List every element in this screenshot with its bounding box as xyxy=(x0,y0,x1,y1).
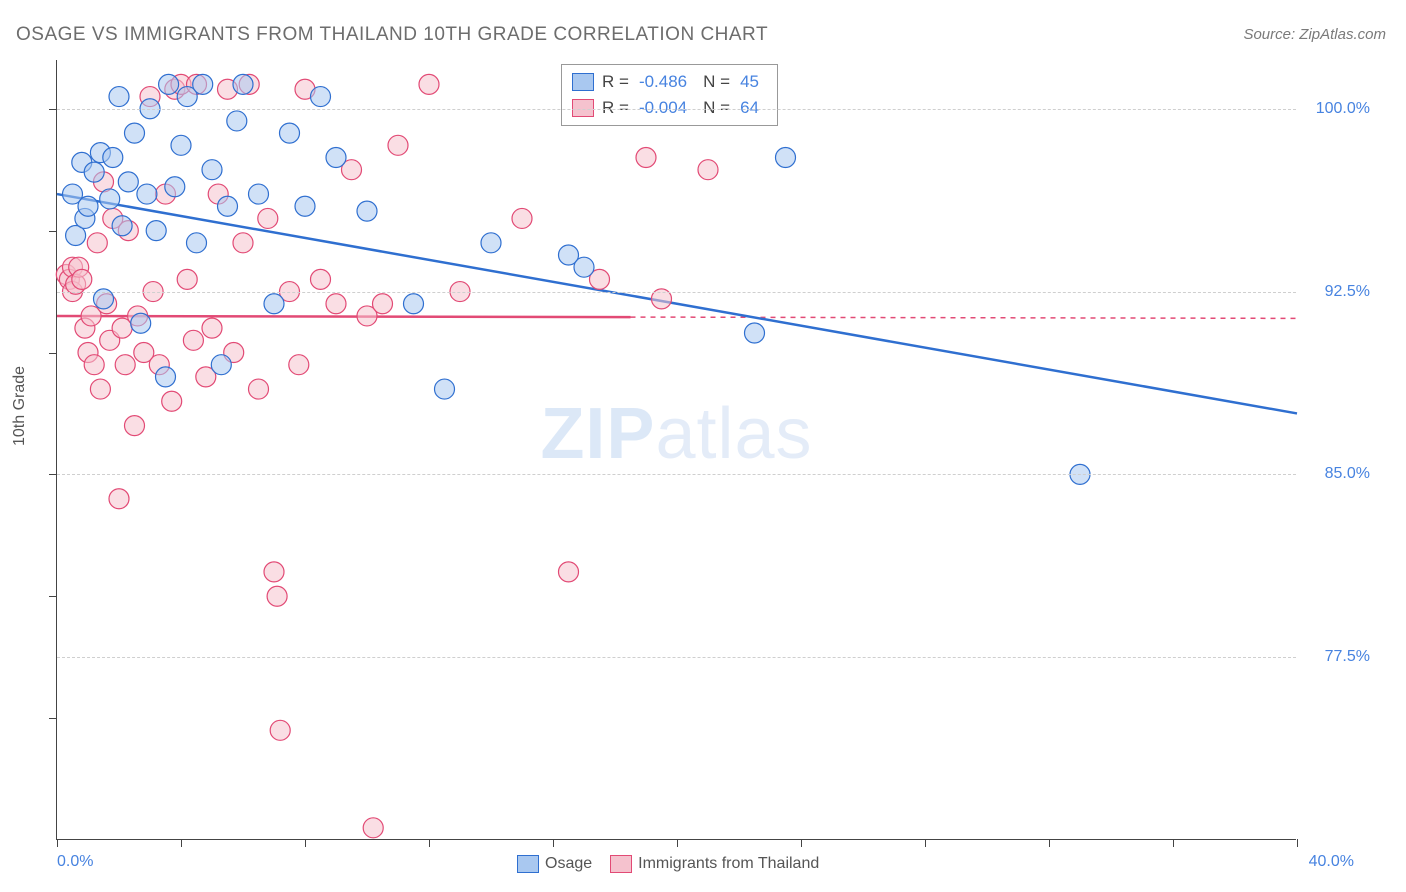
legend-row-osage: R = -0.486 N = 45 xyxy=(572,69,767,95)
data-point xyxy=(109,489,129,509)
swatch-thailand-bottom xyxy=(610,855,632,873)
data-point xyxy=(264,294,284,314)
plot-area: ZIPatlas R = -0.486 N = 45 R = -0.004 N … xyxy=(56,60,1296,840)
n-label: N = xyxy=(703,69,730,95)
data-point xyxy=(270,720,290,740)
data-point xyxy=(776,148,796,168)
data-point xyxy=(159,74,179,94)
data-point xyxy=(165,177,185,197)
data-point xyxy=(745,323,765,343)
data-point xyxy=(559,562,579,582)
data-point xyxy=(289,355,309,375)
data-point xyxy=(131,313,151,333)
data-point xyxy=(404,294,424,314)
data-point xyxy=(109,87,129,107)
data-point xyxy=(512,208,532,228)
data-point xyxy=(388,135,408,155)
data-point xyxy=(78,196,98,216)
data-point xyxy=(100,189,120,209)
y-tick-label: 100.0% xyxy=(1316,100,1370,118)
data-point xyxy=(249,379,269,399)
legend-label-thailand: Immigrants from Thailand xyxy=(638,855,819,873)
data-point xyxy=(698,160,718,180)
chart-source: Source: ZipAtlas.com xyxy=(1243,26,1386,43)
legend-label-osage: Osage xyxy=(545,855,592,873)
r-label: R = xyxy=(602,69,629,95)
data-point xyxy=(326,148,346,168)
data-point xyxy=(363,818,383,838)
data-point xyxy=(202,318,222,338)
data-point xyxy=(84,355,104,375)
legend-item-osage: Osage xyxy=(517,855,592,873)
chart-container: OSAGE VS IMMIGRANTS FROM THAILAND 10TH G… xyxy=(0,0,1406,892)
data-point xyxy=(636,148,656,168)
scatter-svg xyxy=(57,60,1296,839)
n-value-osage: 45 xyxy=(740,69,759,95)
data-point xyxy=(125,123,145,143)
data-point xyxy=(574,257,594,277)
data-point xyxy=(125,416,145,436)
data-point xyxy=(295,196,315,216)
data-point xyxy=(177,269,197,289)
data-point xyxy=(112,216,132,236)
swatch-osage xyxy=(572,73,594,91)
data-point xyxy=(202,160,222,180)
data-point xyxy=(311,269,331,289)
data-point xyxy=(115,355,135,375)
y-tick-label: 92.5% xyxy=(1325,283,1370,301)
data-point xyxy=(72,269,92,289)
data-point xyxy=(103,148,123,168)
data-point xyxy=(481,233,501,253)
data-point xyxy=(326,294,346,314)
data-point xyxy=(435,379,455,399)
data-point xyxy=(187,233,207,253)
data-point xyxy=(211,355,231,375)
data-point xyxy=(373,294,393,314)
data-point xyxy=(419,74,439,94)
data-point xyxy=(258,208,278,228)
x-label-min: 0.0% xyxy=(57,853,93,871)
data-point xyxy=(183,330,203,350)
data-point xyxy=(218,196,238,216)
data-point xyxy=(233,74,253,94)
data-point xyxy=(227,111,247,131)
legend-top: R = -0.486 N = 45 R = -0.004 N = 64 xyxy=(561,64,778,126)
data-point xyxy=(267,586,287,606)
data-point xyxy=(90,379,110,399)
data-point xyxy=(193,74,213,94)
data-point xyxy=(357,201,377,221)
data-point xyxy=(171,135,191,155)
data-point xyxy=(162,391,182,411)
y-tick-label: 77.5% xyxy=(1325,648,1370,666)
y-tick-label: 85.0% xyxy=(1325,465,1370,483)
data-point xyxy=(233,233,253,253)
y-axis-title: 10th Grade xyxy=(11,366,29,446)
legend-bottom: Osage Immigrants from Thailand xyxy=(517,855,819,873)
r-value-osage: -0.486 xyxy=(639,69,687,95)
data-point xyxy=(264,562,284,582)
data-point xyxy=(118,172,138,192)
swatch-osage-bottom xyxy=(517,855,539,873)
data-point xyxy=(311,87,331,107)
data-point xyxy=(280,123,300,143)
x-label-max: 40.0% xyxy=(1309,853,1354,871)
data-point xyxy=(146,221,166,241)
data-point xyxy=(137,184,157,204)
legend-item-thailand: Immigrants from Thailand xyxy=(610,855,819,873)
data-point xyxy=(249,184,269,204)
chart-title: OSAGE VS IMMIGRANTS FROM THAILAND 10TH G… xyxy=(16,24,768,46)
data-point xyxy=(87,233,107,253)
data-point xyxy=(156,367,176,387)
data-point xyxy=(84,162,104,182)
